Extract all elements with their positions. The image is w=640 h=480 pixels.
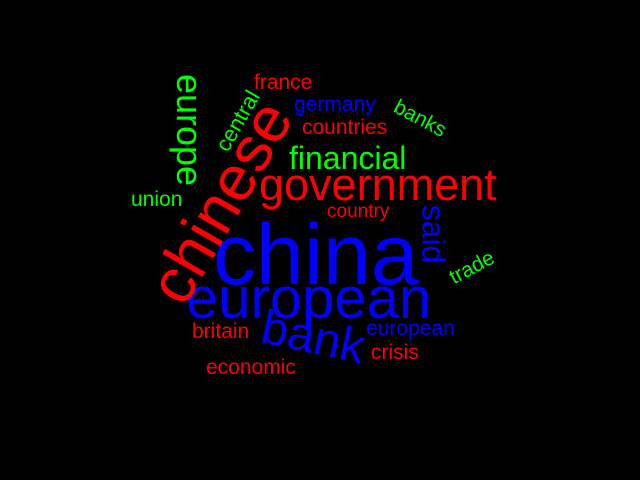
- word-europe: europe: [169, 73, 211, 187]
- word-britain: britain: [192, 320, 250, 343]
- word-china: china: [213, 207, 419, 303]
- word-countries: countries: [302, 116, 388, 139]
- word-country: country: [327, 201, 390, 222]
- word-said: said: [415, 204, 452, 264]
- word-trade: trade: [445, 246, 499, 289]
- word-banks: banks: [389, 95, 451, 142]
- word-financial: financial: [289, 140, 407, 176]
- word-germany: germany: [294, 93, 376, 116]
- word-european: european: [186, 266, 432, 331]
- word-government: government: [259, 159, 497, 210]
- word-france: france: [254, 71, 313, 94]
- word-crisis: crisis: [371, 341, 419, 364]
- word-union: union: [131, 188, 183, 211]
- word-economic: economic: [206, 356, 296, 379]
- word-european-small: european: [366, 317, 455, 340]
